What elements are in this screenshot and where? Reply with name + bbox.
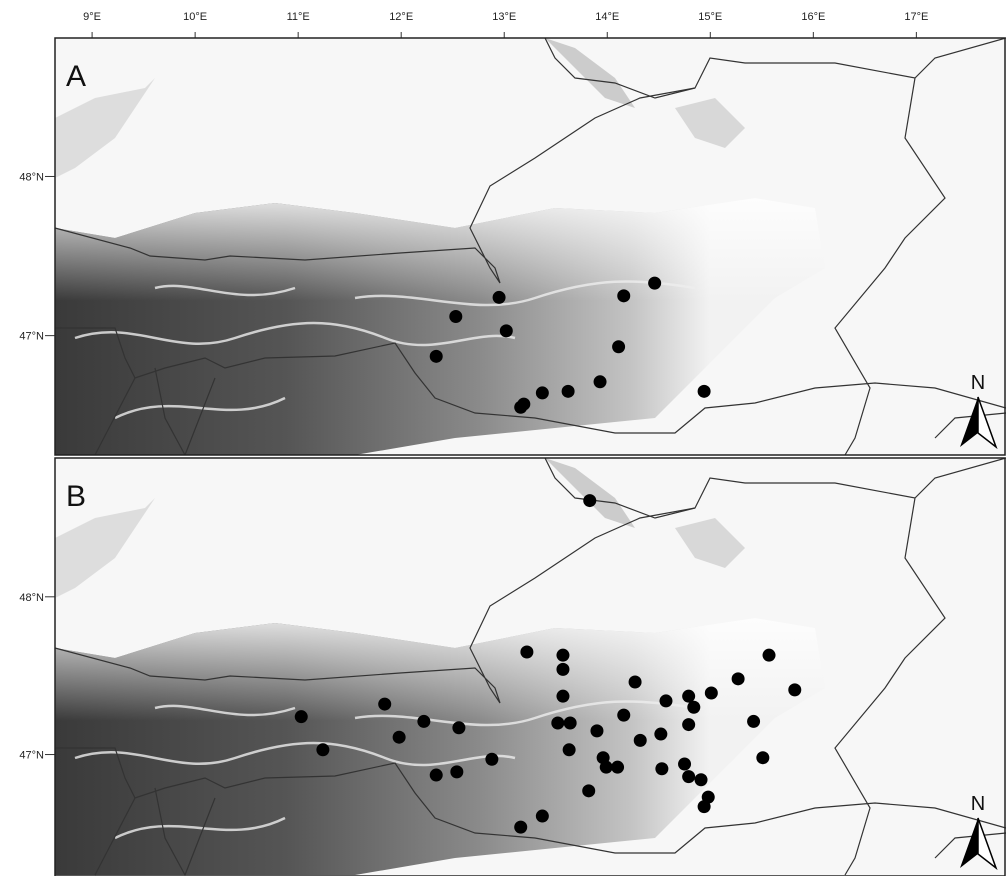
occurrence-dot — [430, 350, 443, 363]
occurrence-dot — [514, 821, 527, 834]
occurrence-dot — [536, 386, 549, 399]
lon-label: 13°E — [492, 11, 516, 23]
occurrence-dot — [698, 385, 711, 398]
lat-label: 47°N — [19, 331, 44, 343]
occurrence-dot — [788, 683, 801, 696]
panel-label: B — [66, 480, 86, 513]
occurrence-dot — [756, 751, 769, 764]
occurrence-dot — [594, 375, 607, 388]
occurrence-dot — [562, 385, 575, 398]
occurrence-dot — [514, 401, 527, 414]
north-label: N — [971, 372, 985, 394]
map-figure: 9°E10°E11°E12°E13°E14°E15°E16°E17°E48°N4… — [0, 0, 1006, 876]
occurrence-dot — [682, 770, 695, 783]
occurrence-dot — [295, 710, 308, 723]
lon-label: 16°E — [801, 11, 825, 23]
lat-label: 48°N — [19, 171, 44, 183]
occurrence-dot — [583, 494, 596, 507]
occurrence-dot — [705, 687, 718, 700]
occurrence-dot — [659, 694, 672, 707]
lon-label: 11°E — [287, 11, 310, 23]
occurrence-dot — [316, 743, 329, 756]
lon-label: 17°E — [904, 11, 928, 23]
lat-label: 47°N — [19, 750, 44, 762]
occurrence-dot — [611, 761, 624, 774]
occurrence-dot — [600, 761, 613, 774]
occurrence-dot — [551, 716, 564, 729]
occurrence-dot — [590, 724, 603, 737]
occurrence-dot — [563, 743, 576, 756]
occurrence-dot — [648, 277, 661, 290]
occurrence-dot — [485, 753, 498, 766]
occurrence-dot — [564, 716, 577, 729]
occurrence-dot — [763, 649, 776, 662]
occurrence-dot — [450, 765, 463, 778]
lon-label: 9°E — [83, 11, 101, 23]
map-panel: 48°N 47°N A N — [19, 38, 1006, 455]
terrain — [55, 458, 1006, 875]
occurrence-dot — [747, 715, 760, 728]
occurrence-dot — [682, 718, 695, 731]
occurrence-dot — [678, 758, 691, 771]
occurrence-dot — [687, 701, 700, 714]
occurrence-dot — [493, 291, 506, 304]
lon-label: 15°E — [698, 11, 722, 23]
occurrence-dot — [430, 769, 443, 782]
occurrence-dot — [556, 649, 569, 662]
occurrence-dot — [655, 762, 668, 775]
lat-label: 48°N — [19, 592, 44, 604]
occurrence-dot — [452, 721, 465, 734]
map-panel: 48°N 47°N B N — [19, 458, 1006, 876]
occurrence-dot — [654, 728, 667, 741]
occurrence-dot — [698, 800, 711, 813]
occurrence-dot — [417, 715, 430, 728]
occurrence-dot — [617, 709, 630, 722]
occurrence-dot — [500, 324, 513, 337]
lon-label: 12°E — [389, 11, 413, 23]
occurrence-dot — [695, 773, 708, 786]
occurrence-dot — [682, 690, 695, 703]
north-label: N — [971, 793, 985, 815]
occurrence-dot — [612, 340, 625, 353]
occurrence-dot — [617, 289, 630, 302]
occurrence-dot — [378, 698, 391, 711]
lon-label: 10°E — [183, 11, 207, 23]
occurrence-dot — [556, 663, 569, 676]
occurrence-dot — [393, 731, 406, 744]
occurrence-dot — [634, 734, 647, 747]
lon-label: 14°E — [595, 11, 619, 23]
occurrence-dot — [536, 810, 549, 823]
occurrence-dot — [629, 675, 642, 688]
occurrence-dot — [732, 672, 745, 685]
occurrence-dot — [520, 646, 533, 659]
panel-label: A — [66, 60, 86, 93]
occurrence-dot — [556, 690, 569, 703]
occurrence-dot — [449, 310, 462, 323]
terrain — [55, 38, 1006, 455]
occurrence-dot — [582, 784, 595, 797]
